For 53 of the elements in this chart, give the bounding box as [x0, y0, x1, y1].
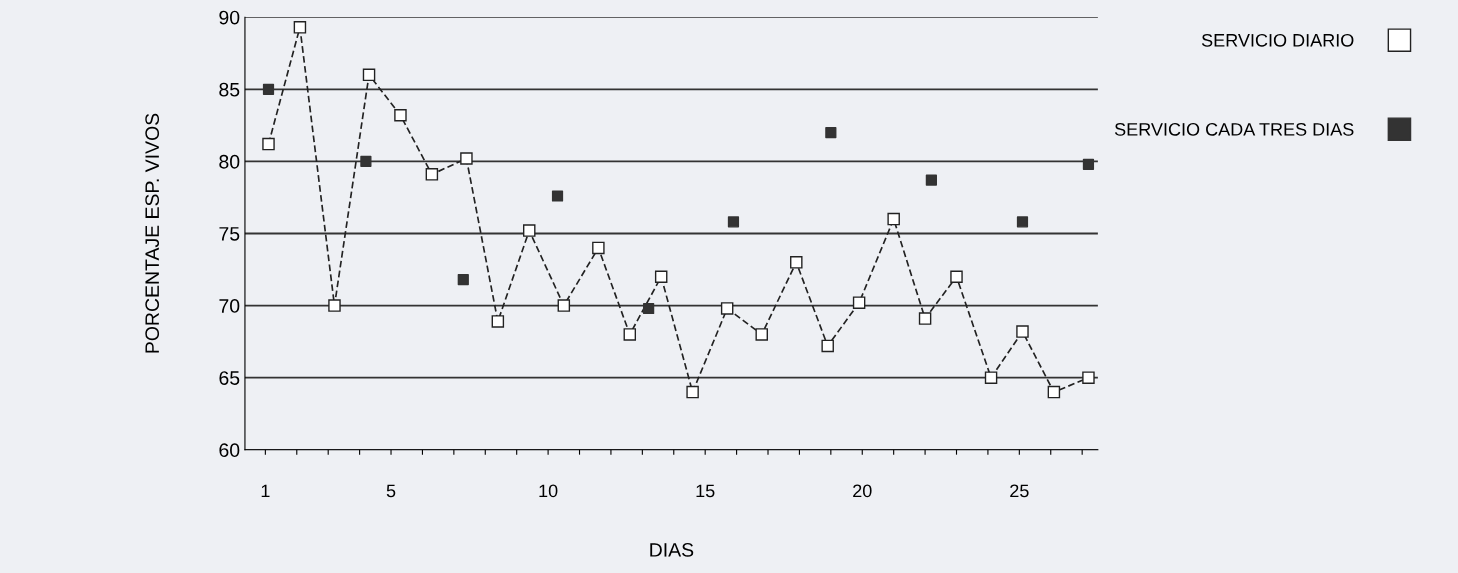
y-tick-label: 60: [219, 443, 240, 458]
point: [523, 224, 536, 237]
point: [654, 270, 668, 284]
point: [925, 174, 937, 186]
y-tick-label: 80: [219, 154, 240, 169]
x-tick-label: 10: [539, 484, 558, 498]
point: [623, 328, 637, 341]
point: [727, 216, 740, 228]
point: [643, 302, 655, 315]
point: [950, 270, 963, 284]
point: [592, 241, 605, 255]
point: [360, 155, 372, 167]
point: [918, 312, 932, 325]
x-tick-label: 20: [853, 484, 872, 498]
point: [755, 328, 768, 341]
legend-label: SERVICIO CADA TRES DIAS: [1114, 122, 1354, 136]
point: [293, 21, 307, 34]
point: [1016, 325, 1029, 338]
x-tick-label: 1: [261, 484, 270, 498]
point: [790, 256, 803, 269]
point: [887, 212, 900, 226]
point: [825, 126, 837, 139]
point: [328, 299, 341, 312]
point: [686, 385, 699, 399]
point: [984, 371, 998, 384]
x-tick-label: 5: [386, 484, 396, 498]
point: [1016, 216, 1029, 228]
point: [557, 299, 571, 312]
point: [1082, 158, 1095, 170]
point: [460, 152, 473, 165]
legend-label: SERVICIO DIARIO: [1201, 33, 1354, 47]
point: [1047, 385, 1061, 399]
point: [821, 339, 834, 353]
y-tick-label: 85: [219, 82, 240, 97]
point: [262, 83, 275, 95]
point: [1082, 371, 1095, 384]
point: [551, 190, 564, 202]
x-tick-label: 15: [696, 484, 715, 498]
point: [491, 315, 505, 328]
y-tick-label: 90: [219, 10, 240, 25]
point: [262, 137, 275, 151]
y-tick-label: 70: [219, 299, 240, 313]
point: [720, 302, 734, 315]
y-tick-label: 65: [219, 371, 240, 385]
x-tick-label: 25: [1010, 484, 1029, 498]
y-tick-label: 75: [219, 227, 240, 241]
point: [362, 68, 376, 82]
point: [394, 108, 407, 122]
x-axis-title: DIAS: [650, 543, 694, 557]
point: [425, 168, 439, 181]
point: [457, 274, 469, 286]
point: [852, 296, 866, 309]
y-axis-title: PORCENTAJE ESP. VIVOS: [145, 113, 160, 353]
